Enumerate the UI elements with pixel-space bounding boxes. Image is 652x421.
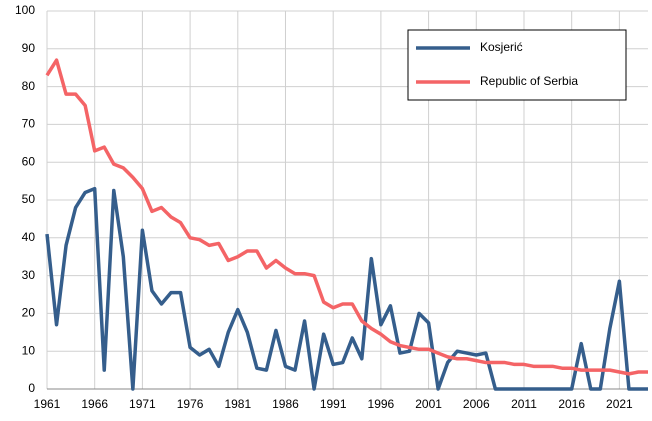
legend-box: [407, 29, 627, 101]
x-tick-label: 2001: [415, 397, 442, 411]
y-tick-label: 40: [22, 230, 36, 244]
y-tick-label: 60: [22, 154, 36, 168]
x-tick-label: 2011: [511, 397, 537, 411]
legend-label: Republic of Serbia: [480, 74, 578, 88]
y-tick-label: 0: [28, 381, 35, 395]
line-series: [45, 58, 648, 376]
x-tick-label: 1991: [320, 397, 347, 411]
x-tick-label: 1961: [34, 397, 61, 411]
x-tick-label: 1976: [177, 397, 204, 411]
y-tick-label: 70: [22, 117, 36, 131]
y-tick-label: 80: [22, 79, 36, 93]
y-tick-label: 30: [22, 268, 36, 282]
x-tick-label: 1996: [368, 397, 395, 411]
x-tick-label: 1966: [81, 397, 108, 411]
x-tick-label: 2021: [606, 397, 633, 411]
y-tick-label: 50: [22, 192, 36, 206]
x-tick-label: 2016: [558, 397, 585, 411]
line-series: [45, 186, 648, 391]
legend-label: Kosjerić: [480, 40, 523, 54]
x-tick-label: 1986: [272, 397, 299, 411]
y-tick-label: 10: [22, 343, 36, 357]
x-tick-label: 1971: [129, 397, 156, 411]
y-tick-label: 100: [15, 3, 35, 17]
x-tick-label: 2006: [463, 397, 490, 411]
x-tick-label: 1981: [224, 397, 251, 411]
y-tick-label: 90: [22, 41, 36, 55]
y-tick-label: 20: [22, 306, 36, 320]
